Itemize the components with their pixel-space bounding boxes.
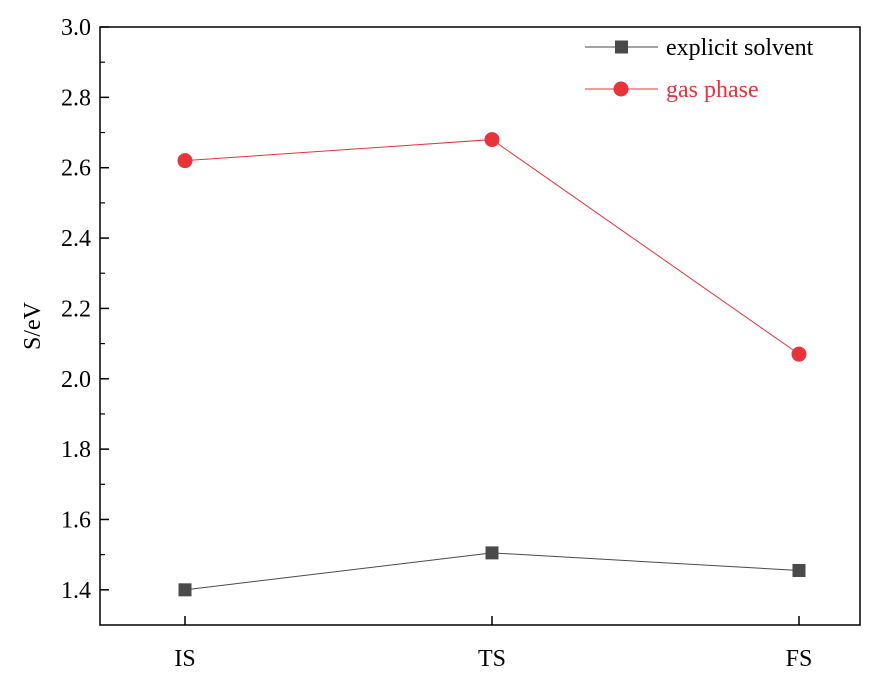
- data-point-square: [485, 546, 499, 560]
- x-axis: IS TS FS: [174, 616, 812, 672]
- y-tick-label: 2.8: [61, 85, 91, 111]
- y-tick-label: 1.4: [61, 578, 91, 604]
- legend-marker-circle: [613, 81, 629, 97]
- data-point-circle: [177, 153, 193, 169]
- x-tick-label: TS: [478, 646, 506, 672]
- series-group: [177, 132, 807, 597]
- legend-label: gas phase: [666, 77, 759, 103]
- y-tick-label: 2.0: [61, 367, 91, 393]
- y-axis: 1.4 1.6 1.8 2.0 2.2 2.4 2.6 2.8 3.0: [61, 15, 109, 604]
- legend-label: explicit solvent: [666, 35, 814, 61]
- series-line-1: [184, 139, 800, 355]
- x-tick-label: FS: [786, 646, 813, 672]
- y-tick-label: 2.6: [61, 156, 91, 182]
- data-point-circle: [484, 132, 500, 148]
- plot-frame: [99, 26, 861, 626]
- legend-marker-square: [615, 40, 628, 54]
- y-tick-label: 3.0: [61, 15, 91, 41]
- y-axis-label: S/eV: [20, 301, 46, 350]
- data-point-circle: [791, 346, 807, 362]
- data-point-square: [178, 583, 192, 597]
- x-tick-label: IS: [174, 646, 195, 672]
- y-tick-label: 2.4: [61, 226, 91, 252]
- data-point-square: [792, 563, 806, 577]
- legend: explicit solvent gas phase: [585, 35, 814, 103]
- y-tick-label: 1.6: [61, 507, 91, 533]
- y-tick-label: 2.2: [61, 296, 91, 322]
- y-tick-label: 1.8: [61, 437, 91, 463]
